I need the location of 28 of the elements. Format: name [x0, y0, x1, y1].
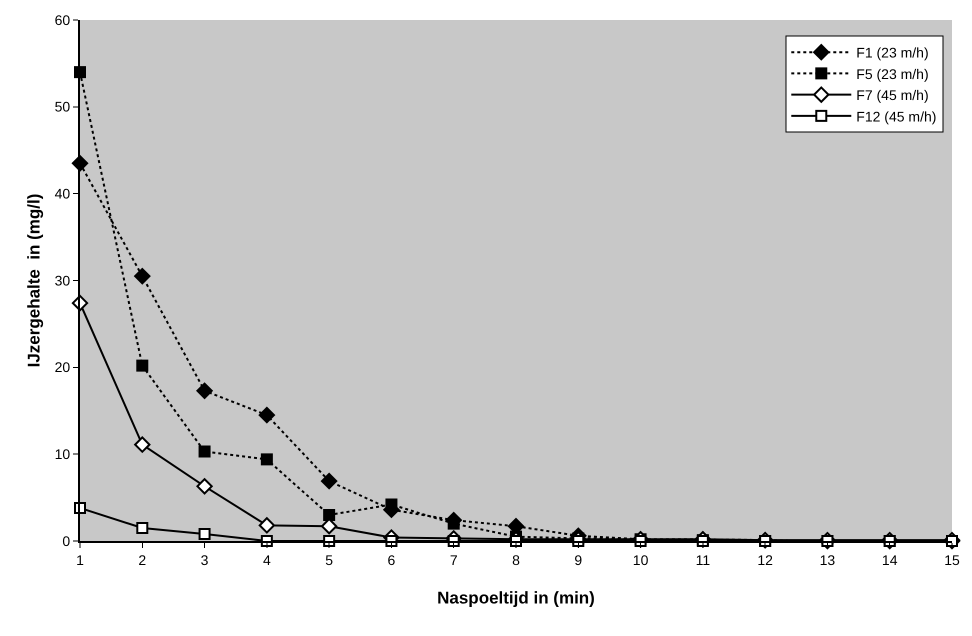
legend-label: F1 (23 m/h): [856, 44, 929, 61]
x-tick-label: 7: [450, 552, 458, 568]
x-tick-label: 1: [76, 552, 84, 568]
x-tick-label: 13: [820, 552, 836, 568]
y-tick-label: 10: [54, 446, 70, 462]
x-tick-label: 3: [200, 552, 209, 568]
y-tick-label: 30: [54, 272, 70, 288]
x-tick-label: 6: [388, 552, 396, 568]
legend-label: F5 (23 m/h): [856, 66, 929, 82]
y-tick-label: 40: [54, 186, 70, 202]
y-tick-label: 60: [54, 12, 70, 28]
y-axis-title: IJzergehalte in (mg/l): [24, 194, 44, 368]
x-tick-label: 9: [574, 552, 582, 568]
x-tick-label: 2: [138, 552, 146, 568]
x-tick-label: 4: [262, 552, 271, 568]
x-tick-label: 14: [882, 552, 898, 568]
x-tick-label: 10: [632, 552, 649, 568]
x-tick-label: 8: [512, 552, 520, 568]
x-tick-label: 5: [325, 552, 334, 568]
legend-label: F12 (45 m/h): [856, 108, 936, 124]
y-tick-label: 0: [62, 532, 70, 549]
legend-label: F7 (45 m/h): [856, 87, 929, 104]
x-tick-label: 15: [944, 552, 960, 568]
y-tick-label: 20: [54, 359, 70, 376]
x-axis-title: Naspoeltijd in (min): [437, 588, 595, 608]
x-tick-label: 11: [696, 552, 710, 568]
y-tick-label: 50: [54, 98, 70, 115]
x-tick-label: 12: [757, 552, 774, 568]
